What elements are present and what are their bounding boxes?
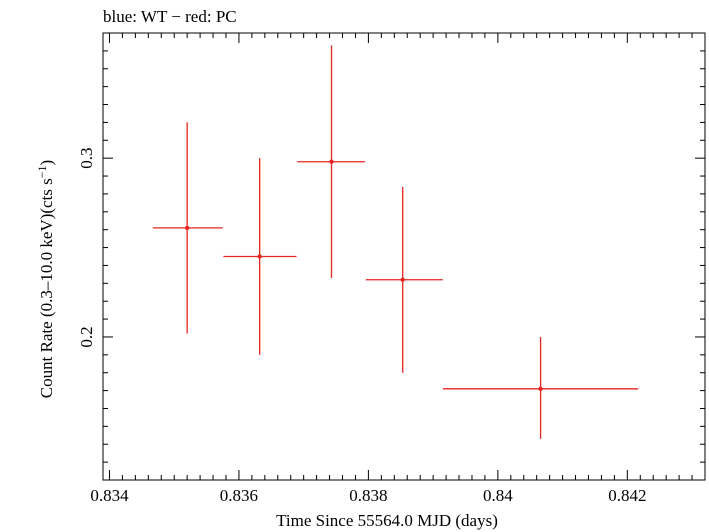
- y-axis-label-sup: −1: [35, 165, 49, 178]
- y-axis-label: Count Rate (0.3–10.0 keV)(cts s−1): [35, 160, 56, 398]
- x-tick-label: 0.836: [220, 486, 258, 505]
- data-points: [152, 45, 639, 439]
- y-tick-label: 0.2: [77, 326, 96, 347]
- point-marker: [257, 254, 262, 259]
- chart-title: blue: WT − red: PC: [103, 7, 237, 26]
- data-point: [297, 45, 366, 278]
- data-point: [442, 336, 639, 439]
- axis-ticks: [103, 32, 706, 481]
- point-marker: [538, 386, 543, 392]
- x-tick-label: 0.834: [90, 486, 129, 505]
- y-tick-labels: 0.2 0.3: [77, 148, 96, 348]
- y-axis-label-main: Count Rate (0.3–10.0 keV)(cts s: [37, 178, 56, 398]
- data-point: [223, 158, 297, 355]
- x-tick-label: 0.838: [349, 486, 387, 505]
- y-axis-label-close: ): [37, 160, 56, 166]
- data-point: [152, 122, 223, 334]
- x-tick-label: 0.84: [483, 486, 513, 505]
- x-tick-labels: 0.834 0.836 0.838 0.84 0.842: [90, 486, 646, 505]
- x-tick-label: 0.842: [608, 486, 646, 505]
- data-point: [365, 186, 443, 373]
- point-marker: [329, 159, 334, 164]
- plot-frame: [102, 32, 706, 481]
- point-marker: [400, 277, 405, 282]
- point-marker: [184, 225, 190, 231]
- x-axis-label: Time Since 55564.0 MJD (days): [276, 511, 498, 530]
- y-tick-label: 0.3: [77, 148, 96, 169]
